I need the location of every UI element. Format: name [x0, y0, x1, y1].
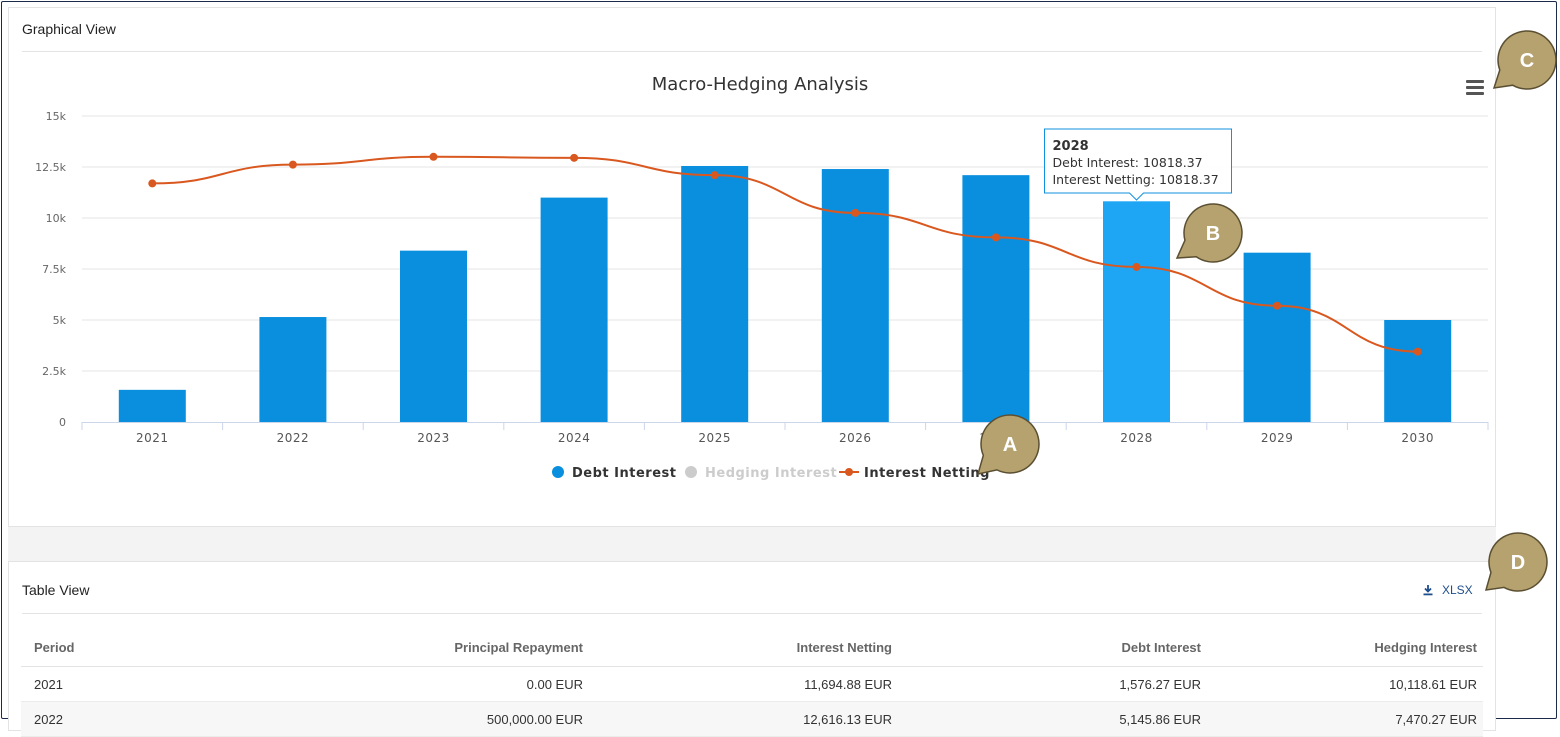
y-tick-label: 2.5k: [42, 365, 66, 378]
chart-menu-icon[interactable]: [1466, 80, 1484, 96]
point-interest-netting-2026: [851, 208, 860, 217]
cell-debt-interest: 5,145.86 EUR: [898, 701, 1207, 737]
point-interest-netting-2024: [570, 153, 579, 162]
bar-debt-interest-2024: [540, 197, 608, 422]
y-tick-label: 0: [59, 416, 66, 429]
cell-interest-netting: 12,616.13 EUR: [589, 701, 898, 737]
panel-separator: [8, 527, 1496, 561]
legend-marker-debt-interest: [552, 466, 564, 478]
point-interest-netting-2025: [710, 171, 719, 180]
y-tick-label: 15k: [46, 110, 67, 123]
point-interest-netting-2027: [991, 233, 1000, 242]
line-interest-netting: [152, 155, 1418, 353]
y-tick-label: 5k: [53, 314, 67, 327]
bar-debt-interest-2028: [1103, 201, 1170, 422]
tooltip-debt-interest: Debt Interest: 10818.37: [1053, 155, 1203, 170]
col-header-debt-interest[interactable]: Debt Interest: [898, 628, 1207, 667]
legend-marker-interest-netting: [845, 468, 853, 476]
point-interest-netting-2030: [1413, 347, 1422, 356]
table-row: 2021 0.00 EUR 11,694.88 EUR 1,576.27 EUR…: [21, 666, 1483, 702]
x-tick-label: 2029: [1261, 431, 1294, 445]
y-tick-label: 7.5k: [42, 263, 66, 276]
x-tick-label: 2030: [1401, 431, 1434, 445]
graphical-view-title: Graphical View: [22, 21, 116, 37]
legend-label-hedging-interest: Hedging Interest: [705, 466, 837, 481]
point-interest-netting-2022: [288, 160, 297, 169]
chart-legend: Debt Interest Hedging Interest Interest Ne…: [552, 466, 990, 481]
col-header-interest-netting[interactable]: Interest Netting: [589, 628, 898, 667]
download-icon: [1423, 585, 1433, 596]
bar-debt-interest-2026: [821, 169, 889, 422]
tooltip-title: 2028: [1053, 139, 1089, 154]
legend-label-interest-netting: Interest Netting: [864, 466, 990, 481]
table-view-title: Table View: [22, 582, 90, 598]
x-tick-label: 2021: [136, 431, 169, 445]
table-header-row: Period Principal Repayment Interest Nett…: [21, 628, 1483, 667]
cell-principal-repayment: 0.00 EUR: [180, 666, 589, 702]
tooltip-box: [1044, 128, 1232, 201]
x-tick-label: 2028: [1120, 431, 1153, 445]
bar-debt-interest-2023: [400, 250, 467, 422]
point-interest-netting-2028: [1132, 262, 1141, 271]
point-interest-netting-2029: [1273, 301, 1282, 310]
cell-principal-repayment: 500,000.00 EUR: [180, 701, 589, 737]
tooltip-interest-netting: Interest Netting: 10818.37: [1053, 172, 1219, 187]
x-tick-label: 2024: [558, 431, 591, 445]
x-tick-label: 2026: [839, 431, 872, 445]
table-view-divider: [22, 613, 1482, 614]
cell-interest-netting: 11,694.88 EUR: [589, 666, 898, 702]
x-tick-label: 2027: [980, 431, 1013, 445]
legend-label-debt-interest: Debt Interest: [572, 466, 676, 481]
point-interest-netting-2023: [429, 152, 438, 161]
bar-debt-interest-2027: [962, 175, 1030, 422]
table-row: 2022 500,000.00 EUR 12,616.13 EUR 5,145.…: [21, 701, 1483, 737]
x-tick-label: 2023: [417, 431, 450, 445]
y-tick-label: 10k: [46, 212, 67, 225]
col-header-hedging-interest[interactable]: Hedging Interest: [1207, 628, 1483, 667]
point-interest-netting-2021: [148, 179, 157, 188]
bar-debt-interest-2022: [259, 317, 327, 422]
bar-debt-interest-2030: [1384, 320, 1452, 422]
bar-debt-interest-2029: [1243, 252, 1311, 422]
col-header-principal-repayment[interactable]: Principal Repayment: [180, 628, 589, 667]
cell-hedging-interest: 10,118.61 EUR: [1207, 666, 1483, 702]
cell-period: 2021: [21, 666, 180, 702]
y-tick-label: 12.5k: [35, 161, 66, 174]
chart-title: Macro-Hedging Analysis: [652, 74, 868, 95]
export-xlsx-button[interactable]: XLSX: [1422, 583, 1473, 597]
col-header-period[interactable]: Period: [21, 628, 180, 667]
cell-debt-interest: 1,576.27 EUR: [898, 666, 1207, 702]
graphical-view-divider: [22, 51, 1482, 52]
x-tick-label: 2022: [277, 431, 310, 445]
cell-period: 2022: [21, 701, 180, 737]
export-xlsx-label: XLSX: [1442, 583, 1473, 597]
interest-table: Period Principal Repayment Interest Nett…: [21, 628, 1483, 737]
bar-debt-interest-2025: [681, 165, 749, 423]
macro-hedging-chart: Macro-Hedging Analysis 0 2.5k 5k 7.5k 10k 12.5…: [35, 74, 1489, 481]
x-tick-label: 2025: [698, 431, 731, 445]
legend-marker-hedging-interest: [685, 466, 697, 478]
cell-hedging-interest: 7,470.27 EUR: [1207, 701, 1483, 737]
bar-debt-interest-2021: [118, 389, 186, 422]
